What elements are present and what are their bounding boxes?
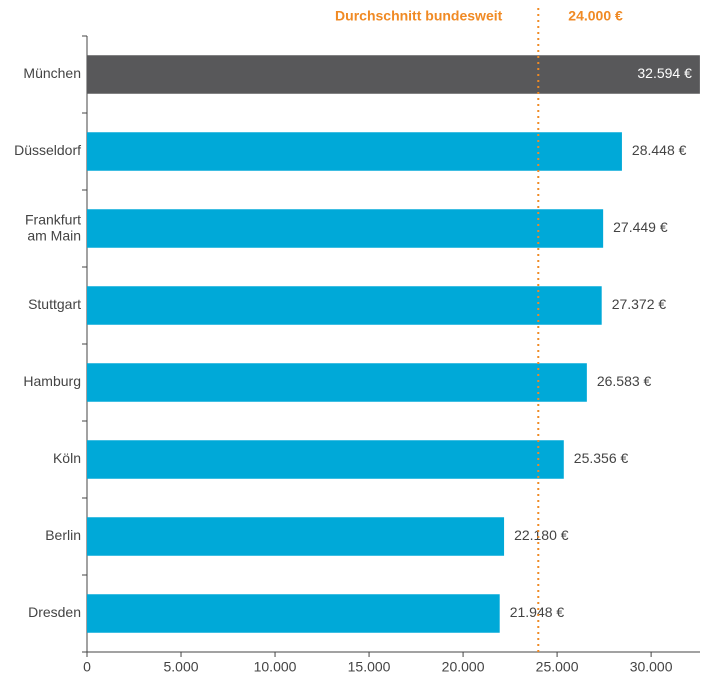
value-label: 21.948 €: [510, 604, 565, 620]
x-tick-label: 10.000: [254, 659, 297, 675]
y-tick-label: Hamburg: [23, 373, 81, 389]
bar: [87, 594, 500, 633]
value-label: 32.594 €: [637, 65, 692, 81]
value-label: 26.583 €: [597, 373, 652, 389]
x-tick-label: 30.000: [630, 659, 673, 675]
value-label: 25.356 €: [574, 450, 629, 466]
x-tick-label: 0: [83, 659, 91, 675]
y-tick-label: Berlin: [45, 527, 81, 543]
reference-value: 24.000 €: [568, 8, 623, 24]
value-label: 27.449 €: [613, 219, 668, 235]
bar: [87, 286, 602, 325]
value-label: 28.448 €: [632, 142, 687, 158]
bar: [87, 55, 700, 94]
y-tick-label: München: [23, 65, 81, 81]
value-label: 22.180 €: [514, 527, 569, 543]
y-tick-label: Düsseldorf: [14, 142, 81, 158]
x-tick-label: 5.000: [163, 659, 198, 675]
y-tick-label: Frankfurt am Main: [25, 211, 81, 243]
value-label: 27.372 €: [612, 296, 667, 312]
reference-label: Durchschnitt bundesweit: [335, 8, 503, 24]
bar: [87, 363, 587, 402]
y-tick-label: Köln: [53, 450, 81, 466]
bar: [87, 440, 564, 479]
y-tick-label: Stuttgart: [28, 296, 81, 312]
y-tick-label: Dresden: [28, 604, 81, 620]
x-tick-label: 15.000: [348, 659, 391, 675]
bar: [87, 132, 622, 171]
bar: [87, 209, 604, 248]
bar: [87, 517, 505, 556]
x-tick-label: 20.000: [442, 659, 485, 675]
x-tick-label: 25.000: [536, 659, 579, 675]
